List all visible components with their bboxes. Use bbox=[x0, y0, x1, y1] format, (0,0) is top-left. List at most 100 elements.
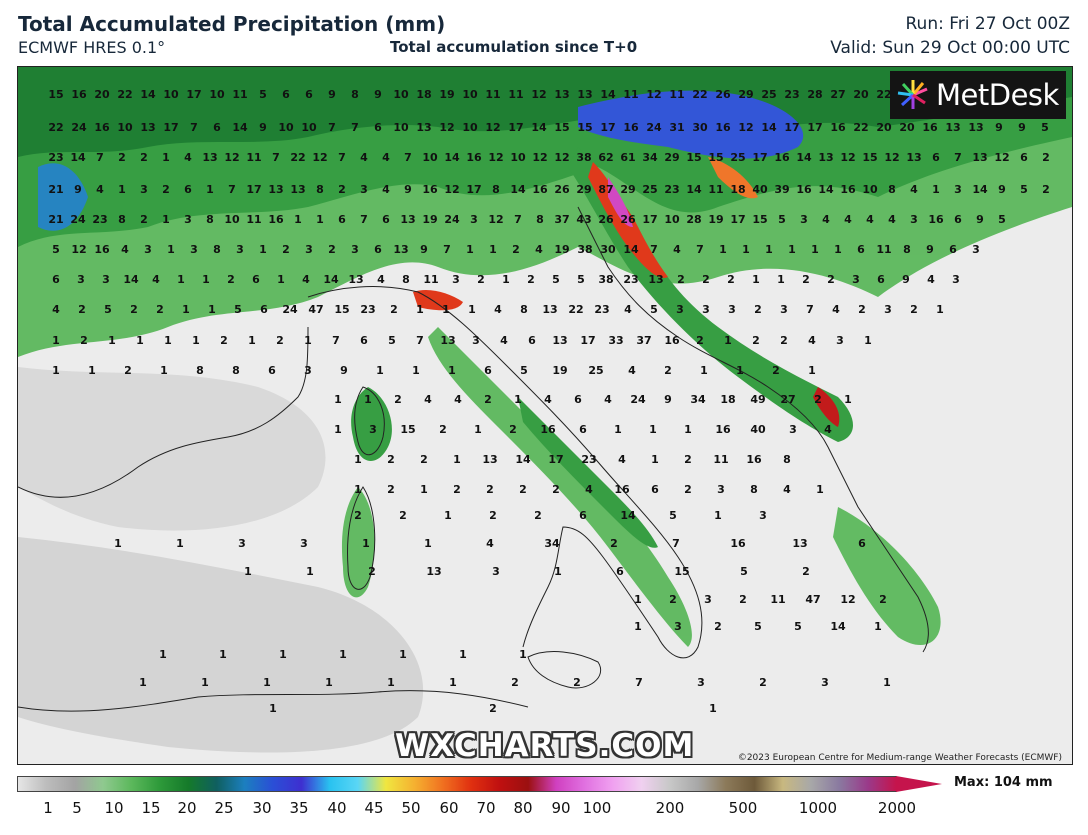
precip-value-label: 11 bbox=[713, 453, 728, 466]
precip-value-label: 1 bbox=[164, 334, 172, 347]
precip-value-label: 2 bbox=[338, 183, 346, 196]
precip-value-label: 7 bbox=[351, 121, 359, 134]
precip-value-label: 28 bbox=[807, 88, 822, 101]
precip-value-label: 5 bbox=[234, 303, 242, 316]
precip-value-label: 16 bbox=[466, 151, 482, 164]
precip-value-label: 13 bbox=[426, 565, 441, 578]
precip-value-label: 16 bbox=[715, 121, 731, 134]
precip-value-label: 4 bbox=[888, 213, 896, 226]
precip-value-label: 2 bbox=[1042, 183, 1050, 196]
precip-value-label: 39 bbox=[774, 183, 789, 196]
precip-value-label: 4 bbox=[152, 273, 160, 286]
precip-value-label: 3 bbox=[852, 273, 860, 286]
precip-value-label: 4 bbox=[604, 393, 612, 406]
precip-value-label: 4 bbox=[824, 423, 832, 436]
precip-value-label: 20 bbox=[876, 121, 892, 134]
precip-value-label: 7 bbox=[272, 151, 280, 164]
precip-value-label: 14 bbox=[444, 151, 460, 164]
precip-value-label: 12 bbox=[840, 593, 855, 606]
precip-value-label: 3 bbox=[140, 183, 148, 196]
precip-value-label: 7 bbox=[360, 213, 368, 226]
precip-value-label: 16 bbox=[796, 183, 812, 196]
precip-value-label: 2 bbox=[489, 509, 497, 522]
color-scale-tick: 35 bbox=[289, 799, 309, 817]
precip-value-label: 61 bbox=[620, 151, 635, 164]
precip-value-label: 16 bbox=[94, 121, 110, 134]
precip-value-label: 1 bbox=[719, 243, 727, 256]
precip-value-label: 1 bbox=[136, 334, 144, 347]
precip-value-label: 1 bbox=[709, 702, 717, 715]
precip-value-label: 15 bbox=[674, 565, 689, 578]
precip-value-label: 12 bbox=[554, 151, 569, 164]
precip-value-label: 2 bbox=[399, 509, 407, 522]
precip-value-label: 29 bbox=[576, 183, 591, 196]
precip-value-label: 8 bbox=[213, 243, 221, 256]
precip-value-label: 1 bbox=[614, 423, 622, 436]
precip-value-label: 17 bbox=[508, 121, 523, 134]
precip-value-label: 3 bbox=[704, 593, 712, 606]
metdesk-burst-icon bbox=[897, 80, 928, 109]
precip-value-label: 17 bbox=[163, 121, 178, 134]
precip-value-label: 7 bbox=[404, 151, 412, 164]
precip-value-label: 7 bbox=[190, 121, 198, 134]
precip-value-label: 2 bbox=[453, 483, 461, 496]
precip-value-label: 14 bbox=[123, 273, 139, 286]
precip-value-label: 2 bbox=[696, 334, 704, 347]
model-label: ECMWF HRES 0.1° bbox=[18, 38, 166, 57]
precip-value-label: 7 bbox=[228, 183, 236, 196]
precip-value-label: 1 bbox=[114, 537, 122, 550]
precip-value-label: 3 bbox=[674, 620, 682, 633]
precip-value-label: 4 bbox=[454, 393, 462, 406]
precip-value-label: 8 bbox=[492, 183, 500, 196]
precip-value-label: 5 bbox=[1041, 121, 1049, 134]
precip-value-label: 3 bbox=[717, 483, 725, 496]
precip-value-label: 1 bbox=[304, 334, 312, 347]
precip-value-label: 3 bbox=[144, 243, 152, 256]
precip-value-label: 1 bbox=[362, 537, 370, 550]
precip-value-label: 1 bbox=[277, 273, 285, 286]
precip-value-label: 3 bbox=[836, 334, 844, 347]
precip-value-label: 12 bbox=[884, 151, 899, 164]
precip-value-label: 2 bbox=[80, 334, 88, 347]
precip-value-label: 6 bbox=[616, 565, 624, 578]
precip-value-label: 2 bbox=[390, 303, 398, 316]
precip-value-label: 12 bbox=[444, 183, 459, 196]
precip-value-label: 6 bbox=[484, 364, 492, 377]
color-scale-bar bbox=[17, 776, 897, 792]
precip-value-label: 2 bbox=[684, 483, 692, 496]
precip-value-label: 3 bbox=[759, 509, 767, 522]
precip-value-label: 38 bbox=[577, 243, 592, 256]
precip-value-label: 1 bbox=[269, 702, 277, 715]
precip-value-label: 21 bbox=[48, 183, 63, 196]
precip-value-label: 7 bbox=[338, 151, 346, 164]
precip-value-label: 19 bbox=[554, 243, 569, 256]
precip-value-label: 2 bbox=[519, 483, 527, 496]
precip-value-label: 2 bbox=[780, 334, 788, 347]
precip-value-label: 16 bbox=[614, 483, 630, 496]
precip-value-label: 1 bbox=[334, 423, 342, 436]
precip-value-label: 1 bbox=[420, 483, 428, 496]
precip-value-label: 1 bbox=[244, 565, 252, 578]
precip-value-label: 5 bbox=[104, 303, 112, 316]
precip-value-label: 6 bbox=[651, 483, 659, 496]
precip-value-label: 1 bbox=[742, 243, 750, 256]
precip-value-label: 6 bbox=[858, 537, 866, 550]
precip-value-label: 6 bbox=[305, 88, 313, 101]
precip-value-label: 27 bbox=[830, 88, 845, 101]
precip-value-label: 1 bbox=[724, 334, 732, 347]
precip-value-label: 4 bbox=[910, 183, 918, 196]
precip-value-label: 3 bbox=[821, 676, 829, 689]
precip-value-label: 1 bbox=[192, 334, 200, 347]
precip-value-label: 13 bbox=[542, 303, 557, 316]
precip-value-label: 31 bbox=[669, 121, 684, 134]
precip-value-label: 24 bbox=[282, 303, 298, 316]
precip-value-label: 5 bbox=[52, 243, 60, 256]
precip-value-label: 2 bbox=[512, 243, 520, 256]
precip-value-label: 15 bbox=[400, 423, 415, 436]
precip-value-label: 1 bbox=[334, 393, 342, 406]
precip-value-label: 3 bbox=[102, 273, 110, 286]
precip-value-label: 1 bbox=[182, 303, 190, 316]
precip-value-label: 12 bbox=[738, 121, 753, 134]
precip-value-label: 2 bbox=[610, 537, 618, 550]
precip-value-label: 12 bbox=[488, 151, 503, 164]
